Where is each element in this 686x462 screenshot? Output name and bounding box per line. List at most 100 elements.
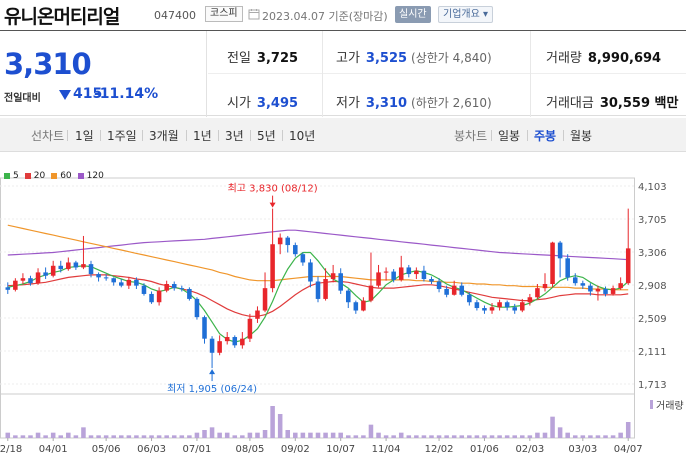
volume-bar <box>482 435 487 438</box>
tab-divider <box>491 130 492 141</box>
market-badge: 코스피 <box>205 6 243 22</box>
volume-bar <box>610 435 616 438</box>
volume-bar <box>293 432 298 438</box>
tab-divider <box>250 130 251 141</box>
volume-stat: 거래량 8,990,694 <box>546 47 661 66</box>
volume-bar <box>398 432 404 438</box>
candle-body <box>119 282 124 286</box>
volume-bar <box>232 435 238 438</box>
candle-body <box>73 262 79 268</box>
tab-1w[interactable]: 1주일 <box>107 129 137 143</box>
change-value: 415 <box>73 86 103 102</box>
low-label: 저가 <box>336 96 360 111</box>
candle-body <box>300 254 306 263</box>
tab-3m[interactable]: 3개월 <box>149 129 179 143</box>
open-label: 시가 <box>227 96 251 111</box>
volume-bar <box>467 435 472 438</box>
candle-body <box>618 283 623 289</box>
volume-bar <box>535 432 540 438</box>
tab-10y[interactable]: 10년 <box>289 129 316 143</box>
volume-bar <box>5 432 11 438</box>
volume-bar <box>119 435 124 438</box>
candle-body <box>262 288 268 311</box>
candle-body <box>103 277 109 279</box>
legend-item-ma5: 5 <box>4 171 19 181</box>
candle-body <box>20 278 26 281</box>
volume-bar <box>103 435 109 438</box>
legend-label: 5 <box>13 171 19 181</box>
high-stat: 고가 3,525 (상한가 4,840) <box>336 47 492 66</box>
tab-monthly[interactable]: 월봉 <box>570 129 593 143</box>
ma-legend: 5 20 60 120 <box>4 171 110 181</box>
upper-limit: (상한가 4,840) <box>411 51 492 65</box>
candle-body <box>224 337 230 342</box>
stock-code: 047400 <box>154 9 196 22</box>
open-stat: 시가 3,495 <box>227 92 298 111</box>
candle-body <box>88 264 94 275</box>
stock-chart[interactable]: 4,103 3,705 3,306 2,908 2,509 2,111 1,713 02/18… <box>0 154 686 458</box>
tab-1d[interactable]: 1일 <box>75 129 94 143</box>
chart-frame <box>0 177 635 439</box>
x-tick-label: 10/07 <box>326 444 355 455</box>
volume-bar <box>520 435 525 438</box>
volume-bar <box>66 432 71 438</box>
volume-bar <box>391 435 396 438</box>
volume-bar <box>557 427 563 438</box>
title-bar: 유니온머티리얼 047400 코스피 2023.04.07 기준(장마감) 실시… <box>0 0 686 30</box>
period-tabs: 선차트 1일 1주일 3개월 1년 3년 5년 10년 봉차트 일봉 주봉 월봉 <box>0 118 686 152</box>
candle-body <box>293 245 298 255</box>
volume-bar <box>595 435 601 438</box>
candle-chart-label: 봉차트 <box>454 129 488 143</box>
y-tick-label: 2,908 <box>638 281 667 292</box>
tab-daily[interactable]: 일봉 <box>498 129 521 143</box>
candle-body <box>308 262 313 282</box>
candle-body <box>330 273 336 280</box>
candle-body <box>5 287 11 290</box>
candlestick-chart[interactable]: 4,103 3,705 3,306 2,908 2,509 2,111 1,713 02/18… <box>0 154 686 458</box>
candle-body <box>179 288 185 290</box>
candle-body <box>171 284 177 289</box>
volume-bar <box>134 435 139 438</box>
volume-legend-label: 거래량 <box>656 400 684 412</box>
prev-close-stat: 전일 3,725 <box>227 47 298 66</box>
candle-body <box>588 285 593 292</box>
volume-bar <box>35 432 41 438</box>
volume-value: 8,990,694 <box>587 51 662 66</box>
tab-5y[interactable]: 5년 <box>257 129 276 143</box>
volume-bar <box>88 435 94 438</box>
x-tick-label: 02/03 <box>515 444 544 455</box>
candle-body <box>542 284 548 289</box>
tab-divider <box>142 130 143 141</box>
candle-body <box>368 285 374 301</box>
legend-label: 20 <box>33 171 46 181</box>
candle-body <box>277 237 283 245</box>
candle-body <box>444 288 449 295</box>
volume-bar <box>474 435 480 438</box>
tab-3y[interactable]: 3년 <box>225 129 244 143</box>
x-tick-label: 04/07 <box>614 444 643 455</box>
volume-bar <box>353 435 359 438</box>
volume-bar <box>187 435 192 438</box>
candle-body <box>482 308 487 311</box>
tab-weekly[interactable]: 주봉 <box>534 129 557 143</box>
realtime-button[interactable]: 실시간 <box>395 6 431 23</box>
tab-divider <box>563 130 564 141</box>
moving-average-ma5 <box>7 251 629 343</box>
candle-body <box>134 279 139 286</box>
candle-body <box>580 283 586 286</box>
candle-body <box>240 338 245 346</box>
volume-bar <box>580 435 586 438</box>
company-overview-button[interactable]: 기업개요 ▾ <box>438 6 493 23</box>
volume-bar <box>338 432 343 438</box>
change-label: 전일대비 <box>4 93 41 104</box>
volume-bar <box>194 432 200 438</box>
y-tick-label: 2,111 <box>638 347 667 358</box>
current-price-block: 3,310 전일대비 415 -11.14% <box>0 31 207 117</box>
volume-bar <box>224 432 230 438</box>
amount-stat: 거래대금 30,559 백만 <box>546 92 678 111</box>
candle-body <box>96 274 101 278</box>
candle-body <box>338 273 343 291</box>
tab-1y[interactable]: 1년 <box>193 129 212 143</box>
tab-divider <box>100 130 101 141</box>
line-chart-label: 선차트 <box>31 129 65 143</box>
